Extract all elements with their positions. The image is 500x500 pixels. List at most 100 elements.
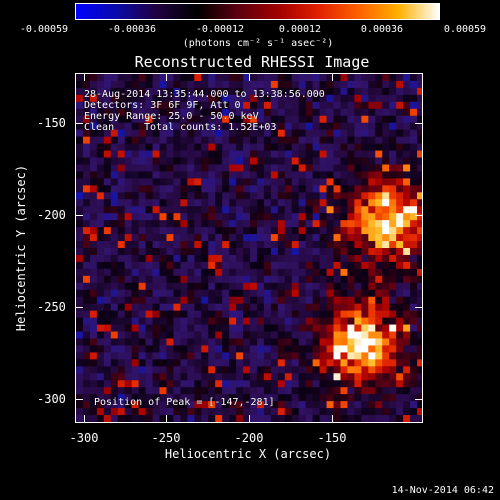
heatmap-cell	[354, 401, 362, 409]
heatmap-cell	[382, 373, 390, 381]
heatmap-cell	[354, 178, 362, 186]
heatmap-cell	[243, 227, 251, 235]
heatmap-cell	[284, 408, 293, 416]
heatmap-cell	[333, 373, 341, 381]
heatmap-cell	[215, 289, 223, 298]
axis-tick-mark	[75, 399, 83, 400]
heatmap-cell	[382, 129, 390, 138]
heatmap-cell	[236, 359, 244, 367]
heatmap-cell	[180, 331, 188, 339]
heatmap-cell	[222, 275, 230, 284]
heatmap-cell	[187, 178, 195, 186]
heatmap-cell	[124, 143, 133, 152]
heatmap-cell	[277, 387, 286, 395]
heatmap-cell	[410, 310, 418, 319]
heatmap-cell	[298, 171, 307, 179]
heatmap-cell	[403, 157, 411, 165]
heatmap-cell	[249, 143, 258, 152]
heatmap-cell	[368, 164, 376, 172]
heatmap-cell	[410, 199, 418, 207]
heatmap-cell	[215, 157, 223, 165]
heatmap-cell	[201, 268, 209, 277]
heatmap-cell	[236, 366, 244, 374]
heatmap-cell	[166, 289, 174, 298]
heatmap-cell	[236, 101, 244, 110]
heatmap-cell	[389, 74, 397, 82]
heatmap-cell	[389, 80, 397, 89]
heatmap-cell	[152, 408, 161, 416]
heatmap-cell	[159, 80, 167, 89]
axis-tick-mark	[415, 307, 423, 308]
heatmap-cell	[103, 220, 112, 228]
heatmap-cell	[208, 387, 216, 395]
heatmap-cell	[124, 213, 133, 221]
heatmap-cell	[82, 317, 91, 326]
heatmap-cell	[215, 387, 223, 395]
heatmap-cell	[361, 143, 369, 152]
heatmap-cell	[96, 254, 105, 263]
heatmap-cell	[159, 241, 167, 249]
heatmap-cell	[76, 108, 84, 117]
heatmap-cell	[249, 178, 258, 186]
heatmap-cell	[375, 331, 383, 339]
axis-tick-mark	[415, 215, 423, 216]
heatmap-cell	[270, 115, 279, 124]
heatmap-cell	[89, 296, 98, 305]
heatmap-cell	[82, 248, 91, 256]
heatmap-cell	[117, 387, 126, 395]
heatmap-cell	[410, 359, 418, 367]
heatmap-cell	[187, 394, 195, 402]
heatmap-cell	[305, 199, 314, 207]
heatmap-cell	[236, 122, 244, 131]
heatmap-cell	[291, 115, 300, 124]
heatmap-cell	[138, 234, 147, 242]
heatmap-cell	[298, 143, 307, 152]
x-tick-label: -150	[317, 431, 347, 445]
heatmap-cell	[326, 241, 335, 249]
heatmap-cell	[201, 122, 209, 131]
heatmap-cell	[173, 164, 181, 172]
heatmap-cell	[396, 129, 404, 138]
heatmap-cell	[138, 115, 147, 124]
heatmap-cell	[256, 401, 265, 409]
heatmap-cell	[110, 324, 119, 333]
heatmap-cell	[82, 108, 91, 117]
heatmap-cell	[166, 248, 174, 256]
heatmap-cell	[138, 282, 147, 291]
heatmap-cell	[368, 380, 376, 388]
heatmap-cell	[382, 331, 390, 339]
heatmap-cell	[389, 143, 397, 152]
heatmap-cell	[96, 74, 105, 82]
heatmap-cell	[361, 122, 369, 131]
heatmap-cell	[403, 317, 411, 326]
heatmap-cell	[382, 115, 390, 124]
heatmap-cell	[375, 261, 383, 270]
heatmap-cell	[96, 157, 105, 165]
heatmap-cell	[256, 380, 265, 388]
heatmap-cell	[96, 171, 105, 179]
heatmap-cell	[333, 157, 341, 165]
heatmap-cell	[103, 324, 112, 333]
heatmap-cell	[284, 150, 293, 159]
heatmap-cell	[166, 401, 174, 409]
heatmap-cell	[410, 143, 418, 152]
heatmap-cell	[361, 359, 369, 367]
heatmap-cell	[145, 345, 154, 353]
heatmap-cell	[173, 108, 181, 117]
heatmap-cell	[152, 345, 161, 353]
heatmap-cell	[138, 408, 147, 416]
heatmap-cell	[326, 122, 335, 131]
heatmap-cell	[131, 227, 140, 235]
heatmap-cell	[361, 248, 369, 256]
heatmap-cell	[396, 80, 404, 89]
heatmap-cell	[347, 380, 355, 388]
heatmap-cell	[389, 129, 397, 138]
heatmap-cell	[403, 213, 411, 221]
heatmap-cell	[326, 268, 335, 277]
heatmap-cell	[312, 136, 321, 145]
heatmap-cell	[319, 192, 328, 200]
heatmap-cell	[263, 324, 272, 333]
heatmap-cell	[305, 408, 314, 416]
heatmap-cell	[277, 401, 286, 409]
heatmap-cell	[389, 178, 397, 186]
